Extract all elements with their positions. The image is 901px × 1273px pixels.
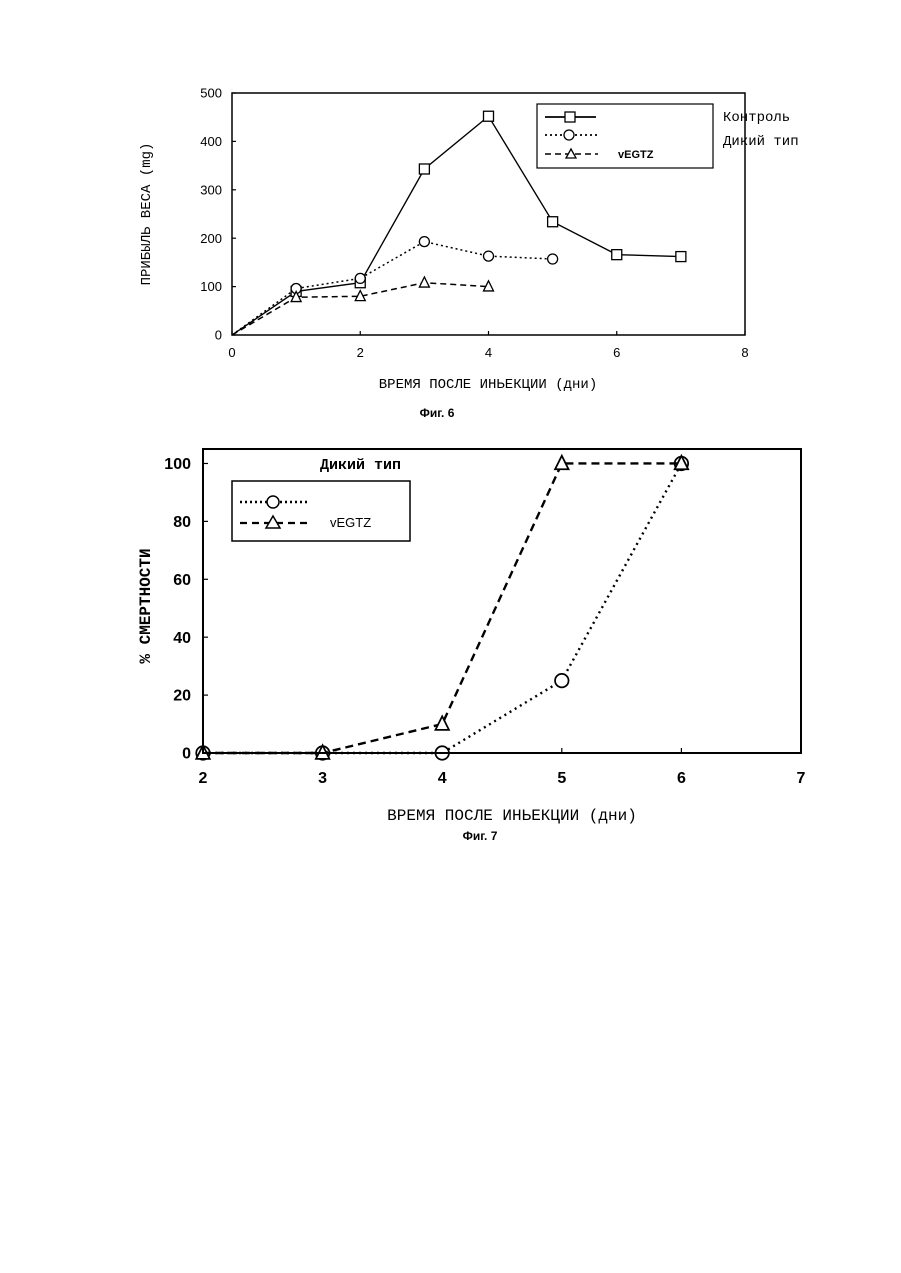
figure-7-chart: 2 3 4 5 6 7 0 20 40 60 80 100 % СМЕРТНОСТИ ВРЕМЯ ПО… (0, 430, 901, 860)
fig6-ylabel: ПРИБЫЛЬ ВЕСА (mg) (139, 143, 155, 286)
fig7-x-tick-label: 2 (199, 770, 208, 787)
fig6-point-circle (419, 237, 429, 247)
fig7-legend-circle-marker (267, 496, 279, 508)
fig7-point-circle (555, 674, 569, 688)
fig6-legend-square-marker (565, 112, 575, 122)
fig6-x-tick-label: 4 (485, 345, 492, 360)
fig6-legend-circle-marker (564, 130, 574, 140)
fig6-xlabel: ВРЕМЯ ПОСЛЕ ИНЬЕКЦИИ (дни) (379, 377, 597, 393)
fig7-legend-box (232, 481, 410, 541)
fig6-y-tick-label: 100 (200, 279, 222, 294)
fig6-x-tick-label: 8 (741, 345, 748, 360)
fig7-y-tick-label: 0 (182, 746, 191, 763)
fig7-y-tick-label: 60 (173, 572, 191, 589)
fig6-legend: Контроль Дикий тип vEGTZ (537, 104, 799, 168)
fig7-y-tick-label: 80 (173, 514, 191, 531)
figure-6-chart: 024680100200300400500 ПРИБЫЛЬ ВЕСА (mg) … (0, 0, 901, 430)
fig7-x-tick-label: 6 (677, 770, 686, 787)
fig6-point-square (676, 252, 686, 262)
fig7-legend-label-vegtz: vEGTZ (330, 515, 371, 530)
fig6-y-tick-label: 0 (215, 328, 222, 343)
fig7-y-tick-label: 40 (173, 630, 191, 647)
fig7-legend-title: Дикий тип (320, 457, 401, 474)
fig6-y-tick-label: 200 (200, 231, 222, 246)
fig6-x-tick-label: 6 (613, 345, 620, 360)
fig7-x-tick-label: 4 (438, 770, 447, 787)
fig6-series-line-circle (232, 242, 553, 335)
fig6-y-tick-label: 300 (200, 182, 222, 197)
fig6-point-circle (548, 254, 558, 264)
fig6-x-tick-label: 2 (357, 345, 364, 360)
fig7-x-tick-label: 3 (318, 770, 327, 787)
fig7-xlabel: ВРЕМЯ ПОСЛЕ ИНЬЕКЦИИ (дни) (387, 807, 637, 825)
fig6-legend-label-vegtz: vEGTZ (618, 149, 654, 161)
fig6-caption: Фиг. 6 (420, 406, 455, 420)
fig6-y-tick-label: 400 (200, 134, 222, 149)
fig6-point-circle (355, 273, 365, 283)
fig7-legend: Дикий тип vEGTZ (232, 457, 410, 541)
fig6-point-square (548, 217, 558, 227)
fig6-point-square (612, 250, 622, 260)
fig7-x-tick-label: 5 (557, 770, 566, 787)
fig6-point-square (484, 111, 494, 121)
fig6-x-tick-label: 0 (228, 345, 235, 360)
fig7-caption: Фиг. 7 (463, 829, 498, 843)
fig7-y-tick-label: 20 (173, 688, 191, 705)
fig6-legend-label-wild: Дикий тип (723, 133, 799, 150)
fig6-legend-label-control: Контроль (723, 110, 790, 126)
fig7-point-triangle (435, 716, 449, 730)
fig6-point-circle (484, 251, 494, 261)
fig7-ylabel: % СМЕРТНОСТИ (137, 548, 155, 663)
fig6-y-tick-label: 500 (200, 86, 222, 101)
fig7-x-tick-label: 7 (797, 770, 806, 787)
fig6-point-triangle (419, 277, 429, 287)
fig7-y-tick-label: 100 (164, 456, 191, 473)
fig6-point-square (419, 164, 429, 174)
